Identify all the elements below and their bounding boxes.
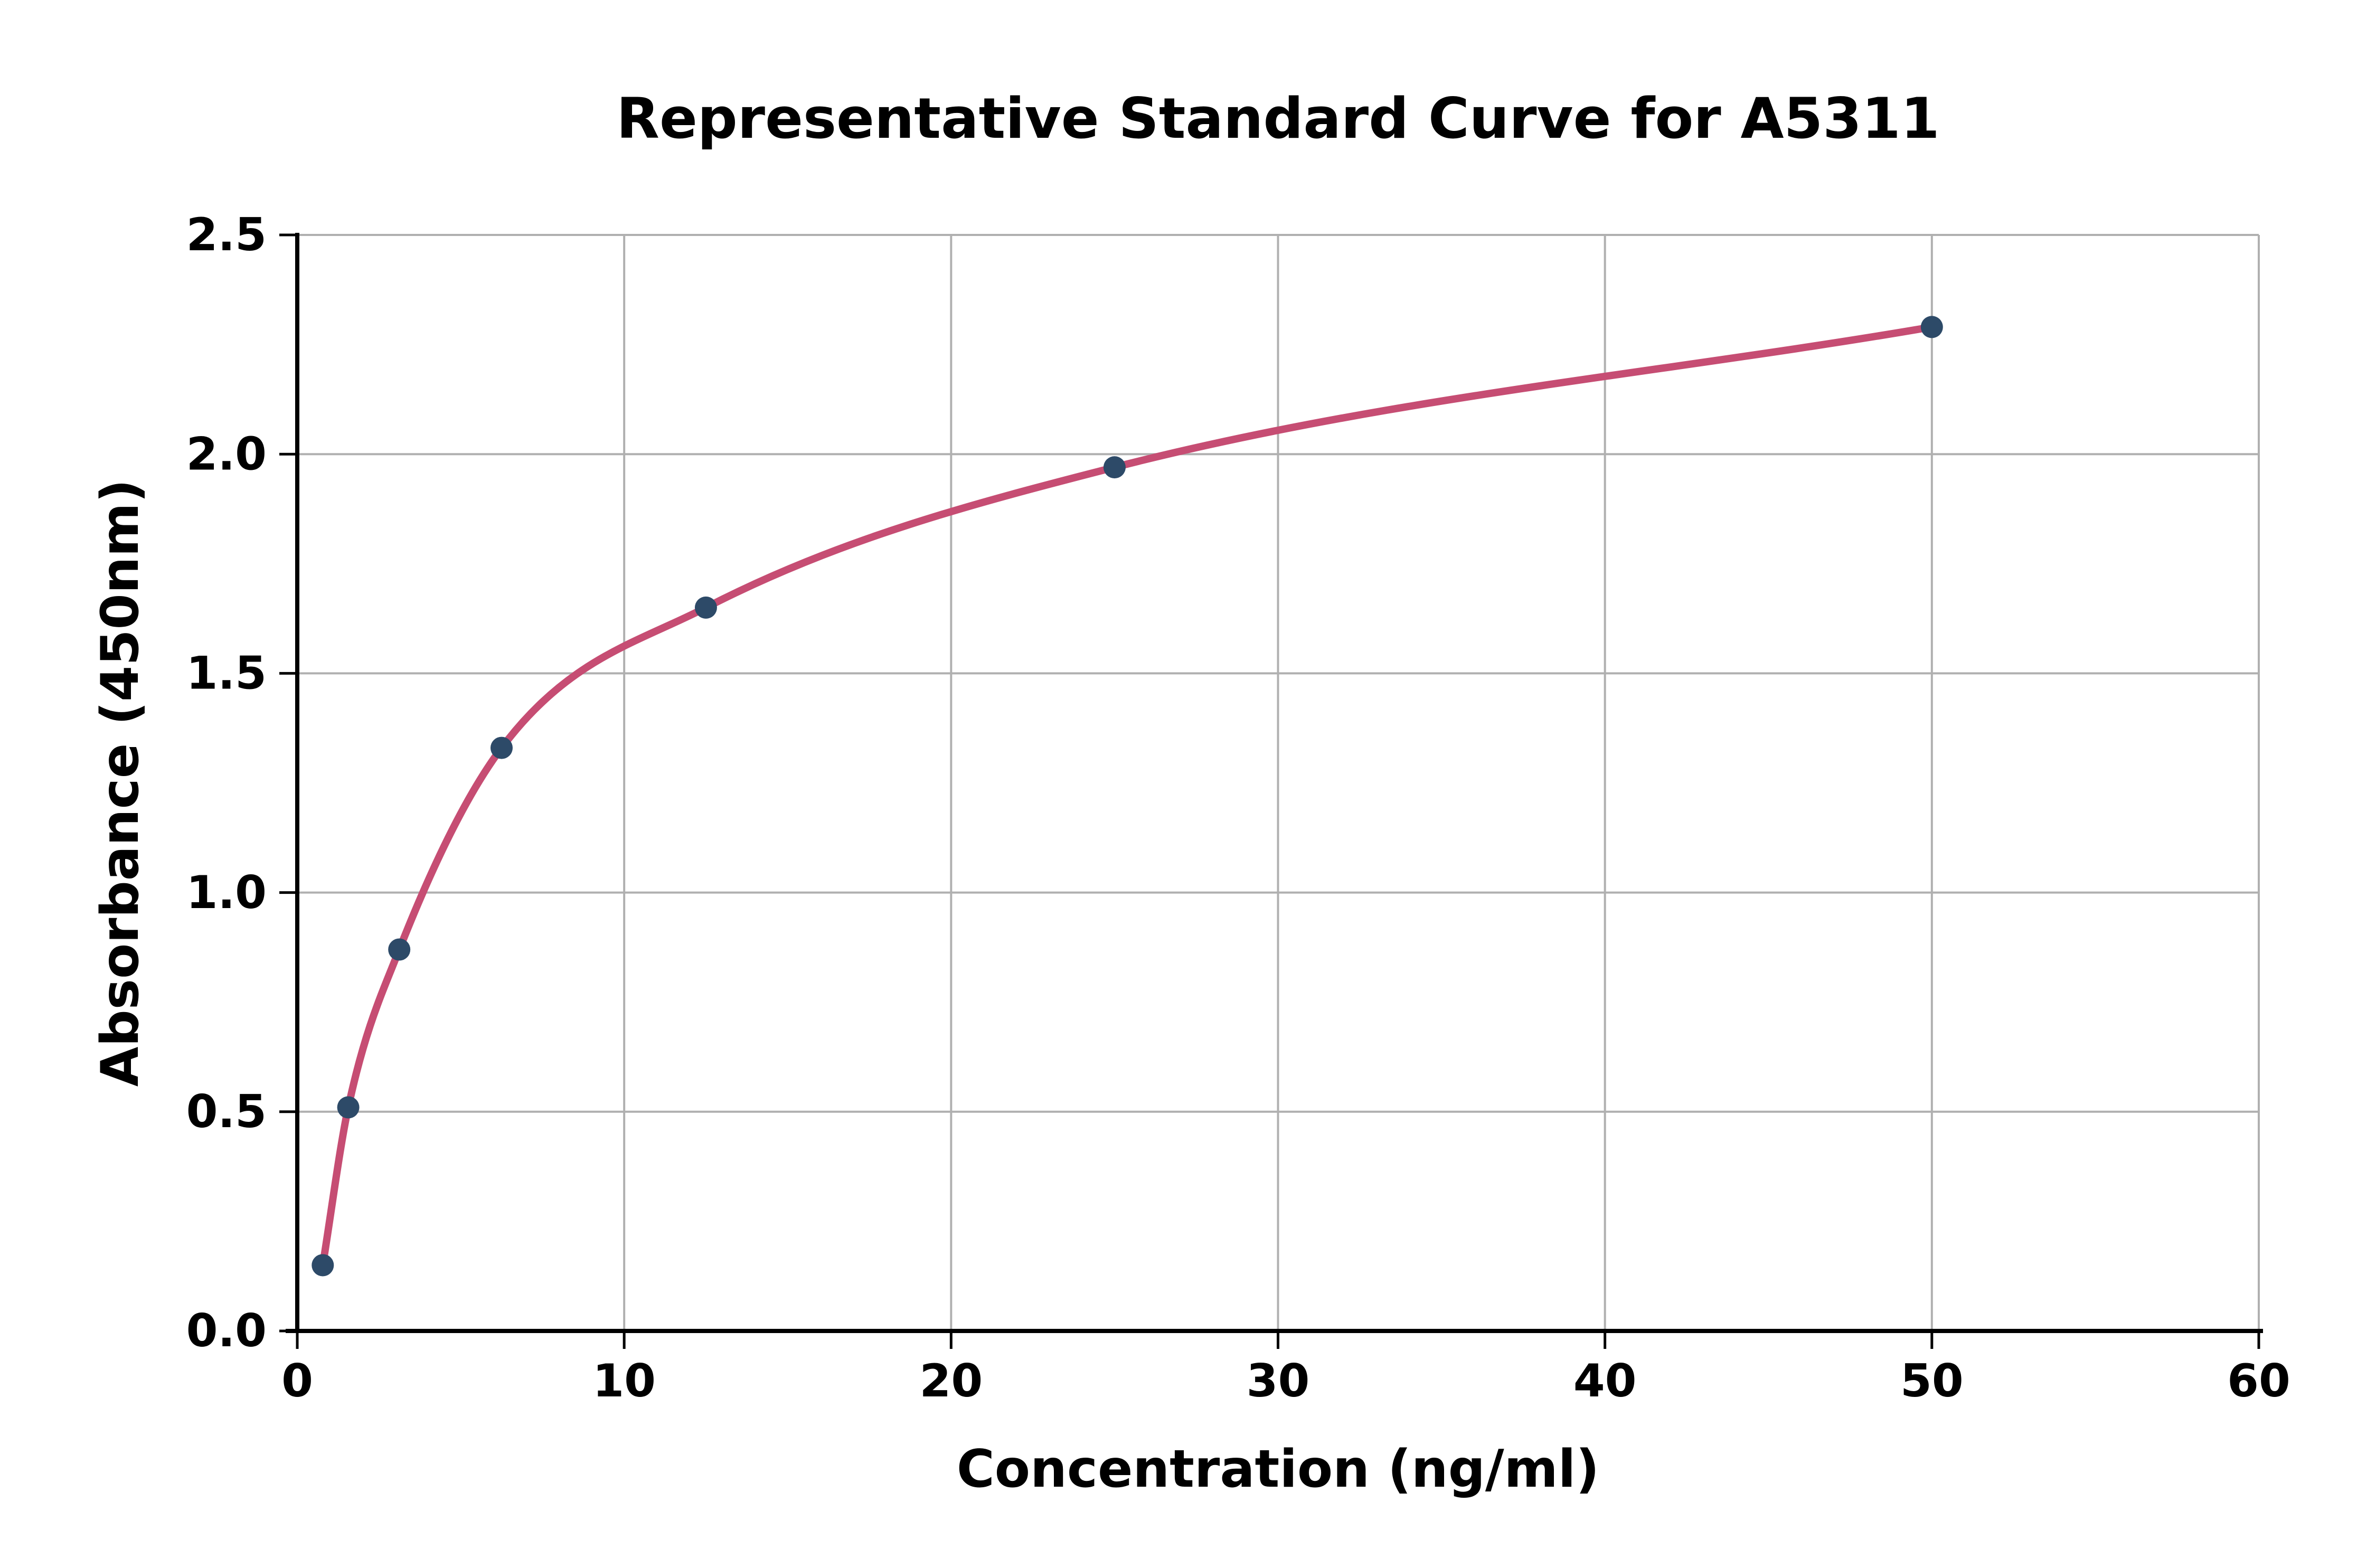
- x-tick-label: 0: [281, 1355, 313, 1408]
- fit-curve: [319, 323, 1936, 1269]
- y-tick-label: 1.0: [186, 866, 267, 919]
- y-tick-label: 2.0: [186, 428, 267, 480]
- x-tick-label: 30: [1247, 1355, 1310, 1408]
- x-tick-label: 20: [919, 1355, 983, 1408]
- x-tick-label: 10: [592, 1355, 656, 1408]
- x-tick-label: 50: [1900, 1355, 1964, 1408]
- data-point: [1920, 316, 1943, 338]
- data-point: [312, 1254, 334, 1277]
- data-point: [1103, 456, 1126, 479]
- y-tick-label: 0.0: [186, 1305, 267, 1357]
- chart-title: Representative Standard Curve for A5311: [616, 86, 1940, 151]
- data-point: [490, 736, 513, 759]
- data-point: [337, 1096, 360, 1119]
- data-point: [388, 938, 411, 961]
- x-tick-label: 40: [1573, 1355, 1637, 1408]
- x-axis-label: Concentration (ng/ml): [956, 1439, 1600, 1499]
- data-point: [694, 596, 717, 619]
- x-tick-label: 60: [2227, 1355, 2290, 1408]
- y-tick-label: 1.5: [186, 647, 267, 700]
- y-tick-label: 2.5: [186, 209, 267, 261]
- y-tick-label: 0.5: [186, 1085, 267, 1138]
